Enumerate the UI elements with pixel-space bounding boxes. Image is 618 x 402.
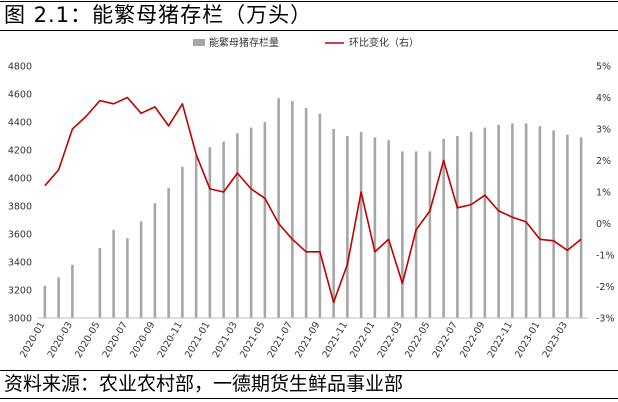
bar-2020-09 <box>153 203 157 318</box>
bar-2020-05 <box>98 248 102 318</box>
bar-2023-02 <box>552 130 555 318</box>
bar-2020-03 <box>71 264 74 318</box>
bar-2022-07 <box>456 136 459 318</box>
bar-2021-02 <box>222 141 225 318</box>
y-left-tick-label: 4600 <box>8 90 32 101</box>
legend-bar-swatch <box>193 39 205 46</box>
bar-2022-05 <box>428 151 432 318</box>
bar-2020-01 <box>43 285 47 318</box>
bar-2022-06 <box>442 138 445 318</box>
legend-line-label: 环比变化（右） <box>349 36 419 49</box>
y-right-tick-label: -1% <box>596 251 615 262</box>
bar-2021-06 <box>277 98 280 318</box>
bar-2021-01 <box>208 147 212 318</box>
x-tick-label: 2021-09 <box>293 320 322 360</box>
bar-2021-10 <box>332 129 335 318</box>
source-rule-bottom <box>0 398 618 399</box>
legend-bar-label: 能繁母猪存栏量 <box>209 36 279 49</box>
x-tick-label: 2022-07 <box>431 320 460 360</box>
bar-2021-12 <box>359 131 363 318</box>
bar-2021-07 <box>291 101 294 318</box>
title-rule-top <box>0 1 618 2</box>
legend: 能繁母猪存栏量 环比变化（右） <box>193 36 419 49</box>
y-left-tick-label: 4400 <box>8 118 32 129</box>
y-left-tick-label: 4800 <box>8 62 32 73</box>
bar-2020-06 <box>112 229 115 318</box>
source-note: 资料来源：农业农村部，一德期货生鲜品事业部 <box>4 373 404 395</box>
bar-2021-05 <box>263 122 267 318</box>
y-right-tick-label: 0% <box>596 219 611 230</box>
bar-2021-09 <box>318 113 322 318</box>
bar-2021-03 <box>236 133 239 318</box>
y-left-tick-label: 4200 <box>8 146 32 157</box>
y-right-tick-label: -3% <box>596 314 615 325</box>
y-axis-left: 3000 3200 3400 3600 3800 4000 4200 4400 4600 4800 <box>8 62 32 325</box>
bar-2022-10 <box>497 124 500 318</box>
bar-2023-03 <box>566 134 569 318</box>
line-mom-change <box>44 96 582 304</box>
x-tick-label: 2022-11 <box>486 320 515 360</box>
source-rule-top <box>0 370 618 371</box>
bar-2022-01 <box>373 137 377 318</box>
y-left-tick-label: 3200 <box>8 286 32 297</box>
x-tick-label: 2020-01 <box>18 320 47 360</box>
x-tick-label: 2021-01 <box>183 320 212 360</box>
bar-2020-12 <box>194 155 198 318</box>
x-tick-label: 2020-09 <box>128 320 157 360</box>
title-rule-bottom <box>0 30 618 31</box>
bar-2021-08 <box>304 108 308 318</box>
x-tick-label: 2022-05 <box>403 320 432 360</box>
bar-2023-01 <box>538 126 542 318</box>
bar-2020-11 <box>181 166 184 318</box>
y-right-tick-label: 5% <box>596 62 611 73</box>
x-tick-label: 2023-01 <box>513 320 542 360</box>
chart-area: 能繁母猪存栏量 环比变化（右） 3000 3200 3400 3600 3800 4000… <box>8 36 615 360</box>
line-series <box>44 96 582 304</box>
bar-2020-02 <box>57 277 60 318</box>
bar-2021-04 <box>249 127 253 318</box>
bar-2021-11 <box>346 136 349 318</box>
y-left-tick-label: 3800 <box>8 202 32 213</box>
x-tick-label: 2020-07 <box>101 320 130 360</box>
x-tick-label: 2021-05 <box>238 320 267 360</box>
y-axis-right: -3% -2% -1% 0% 1% 2% 3% 4% 5% <box>596 62 615 325</box>
bar-series <box>43 98 583 319</box>
x-tick-label: 2021-07 <box>266 320 295 360</box>
bar-2022-04 <box>414 151 418 318</box>
bar-2020-07 <box>126 238 129 318</box>
x-tick-label: 2022-03 <box>376 320 405 360</box>
chart-title: 图 2.1：能繁母猪存栏（万头） <box>4 3 313 27</box>
y-right-tick-label: 2% <box>596 156 611 167</box>
x-tick-label: 2020-11 <box>156 320 185 360</box>
y-left-tick-label: 3600 <box>8 230 32 241</box>
bar-2022-09 <box>483 127 487 318</box>
x-tick-label: 2021-11 <box>321 320 350 360</box>
x-tick-label: 2020-05 <box>73 320 102 360</box>
y-right-tick-label: 1% <box>596 188 611 199</box>
bar-2022-11 <box>511 123 514 319</box>
bar-2022-02 <box>387 140 390 318</box>
x-axis: 2020-012020-032020-052020-072020-092020-… <box>18 320 570 360</box>
x-tick-label: 2021-03 <box>211 320 240 360</box>
x-tick-label: 2023-03 <box>541 320 570 360</box>
bar-2020-10 <box>167 187 170 318</box>
bar-2022-08 <box>469 131 473 318</box>
y-right-tick-label: -2% <box>596 282 615 293</box>
bar-2020-08 <box>139 221 143 318</box>
y-left-tick-label: 3400 <box>8 258 32 269</box>
y-right-tick-label: 4% <box>596 93 611 104</box>
bar-2022-03 <box>401 151 404 318</box>
y-left-tick-label: 4000 <box>8 174 32 185</box>
y-right-tick-label: 3% <box>596 125 611 136</box>
bar-2022-12 <box>524 123 528 319</box>
x-tick-label: 2022-09 <box>458 320 487 360</box>
bar-2023-04 <box>579 137 583 318</box>
y-left-tick-label: 3000 <box>8 314 32 325</box>
x-tick-label: 2022-01 <box>348 320 377 360</box>
x-tick-label: 2020-03 <box>46 320 75 360</box>
